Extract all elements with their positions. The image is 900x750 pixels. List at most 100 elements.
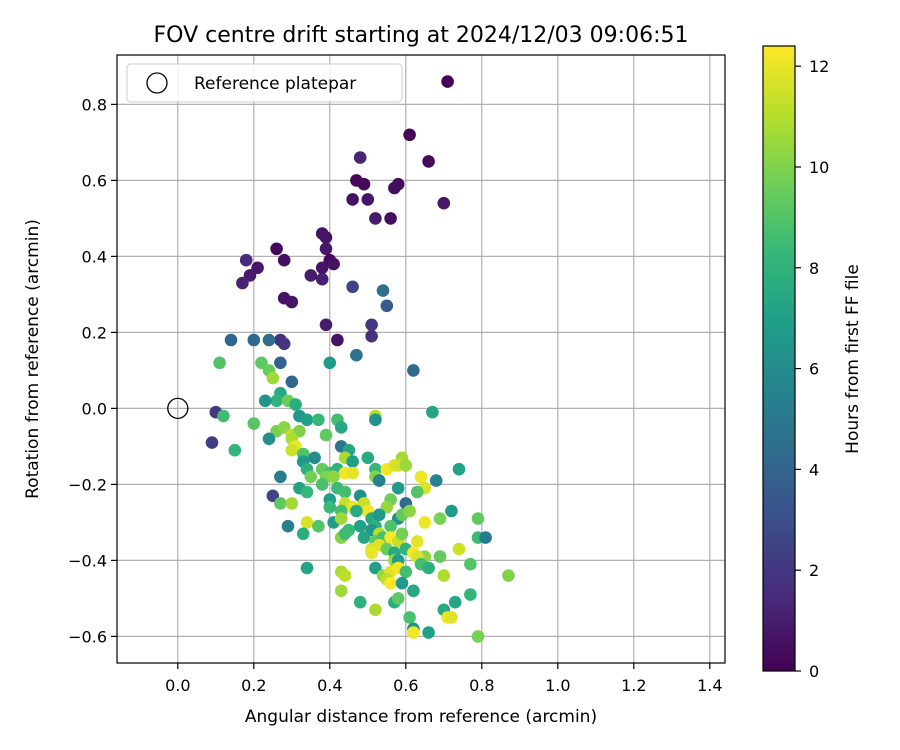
data-point <box>369 603 382 617</box>
data-point <box>361 193 375 206</box>
data-point <box>445 504 458 518</box>
colorbar-tick-label: 10 <box>809 158 829 177</box>
data-point <box>384 519 397 533</box>
data-point <box>338 485 352 499</box>
data-point <box>247 333 261 347</box>
y-tick-label: −0.2 <box>68 475 107 494</box>
data-point <box>262 333 276 347</box>
plot-frame <box>116 54 726 664</box>
data-point <box>361 451 375 465</box>
data-point <box>312 413 325 427</box>
data-point <box>285 295 299 309</box>
legend-label: Reference platepar <box>194 74 356 94</box>
data-point <box>334 512 348 525</box>
data-point <box>353 151 367 164</box>
x-axis: 0.0 0.2 0.4 0.6 0.8 1.0 1.2 1.4 <box>165 663 723 695</box>
data-point <box>296 527 310 541</box>
colorbar-tick-label: 6 <box>809 360 819 379</box>
data-point <box>353 595 367 609</box>
data-point <box>334 584 348 598</box>
data-point <box>350 348 363 362</box>
colorbar-tick-label: 8 <box>809 259 819 278</box>
data-point <box>270 394 283 408</box>
data-point <box>414 470 428 484</box>
data-point <box>319 318 333 332</box>
colorbar-label: Hours from first FF file <box>843 264 863 454</box>
y-tick-label: 0.6 <box>82 171 107 190</box>
x-tick-label: 0.0 <box>165 676 190 695</box>
data-point <box>353 519 367 533</box>
data-point <box>289 398 302 411</box>
data-point <box>426 405 439 419</box>
data-point <box>323 356 337 370</box>
data-point <box>410 485 424 499</box>
data-point <box>277 337 291 351</box>
data-point <box>266 371 280 385</box>
data-point <box>300 413 314 427</box>
data-point <box>403 611 416 624</box>
data-point <box>277 253 291 267</box>
data-point <box>304 470 318 484</box>
data-point <box>285 375 299 389</box>
x-tick-label: 1.2 <box>621 676 646 695</box>
data-point <box>331 333 344 347</box>
data-point <box>391 592 405 605</box>
data-point <box>285 443 299 457</box>
data-point <box>346 455 359 468</box>
data-point <box>239 253 253 267</box>
data-point <box>369 212 382 225</box>
data-point <box>346 193 359 206</box>
y-tick-label: −0.4 <box>68 551 107 570</box>
data-point <box>471 512 485 525</box>
colorbar-tick-label: 4 <box>809 460 819 479</box>
y-axis: −0.6 −0.4 −0.2 0.0 0.2 0.4 0.6 0.8 <box>68 95 117 646</box>
y-tick-label: 0.0 <box>82 399 107 418</box>
data-point <box>464 557 477 571</box>
data-point <box>365 318 378 332</box>
data-point <box>327 257 340 271</box>
data-point <box>258 394 272 408</box>
chart-title: FOV centre drift starting at 2024/12/03 … <box>154 23 689 48</box>
y-tick-label: 0.8 <box>82 95 107 114</box>
x-tick-label: 0.6 <box>393 676 418 695</box>
data-point <box>281 519 295 533</box>
data-point <box>300 561 314 575</box>
data-point <box>315 272 329 286</box>
data-point <box>448 595 462 609</box>
data-point <box>334 421 348 434</box>
data-point <box>274 356 287 370</box>
data-point <box>399 459 413 472</box>
data-point <box>464 588 477 601</box>
data-point <box>437 569 451 582</box>
y-axis-label: Rotation from reference (arcmin) <box>23 219 43 499</box>
data-point <box>338 569 352 582</box>
data-point <box>407 584 420 598</box>
data-point <box>422 626 435 639</box>
data-point <box>319 242 333 256</box>
legend: Reference platepar <box>126 63 403 103</box>
legend-box <box>126 63 403 103</box>
data-point <box>247 417 261 430</box>
data-point <box>319 428 333 442</box>
data-point <box>445 611 458 624</box>
data-point <box>429 474 443 487</box>
data-point <box>304 269 318 282</box>
data-point <box>357 177 371 191</box>
x-tick-label: 1.4 <box>697 676 722 695</box>
data-point <box>388 181 401 195</box>
data-points <box>205 75 515 643</box>
data-point <box>502 569 515 582</box>
data-point <box>452 462 466 476</box>
data-point <box>372 508 386 522</box>
data-point <box>285 497 299 510</box>
data-point <box>479 531 492 544</box>
legend-marker <box>146 72 168 94</box>
colorbar-gradient <box>762 45 796 672</box>
data-point <box>236 276 249 290</box>
data-point <box>441 75 454 88</box>
data-point <box>433 512 447 525</box>
data-point <box>395 576 409 590</box>
data-point <box>365 546 378 560</box>
